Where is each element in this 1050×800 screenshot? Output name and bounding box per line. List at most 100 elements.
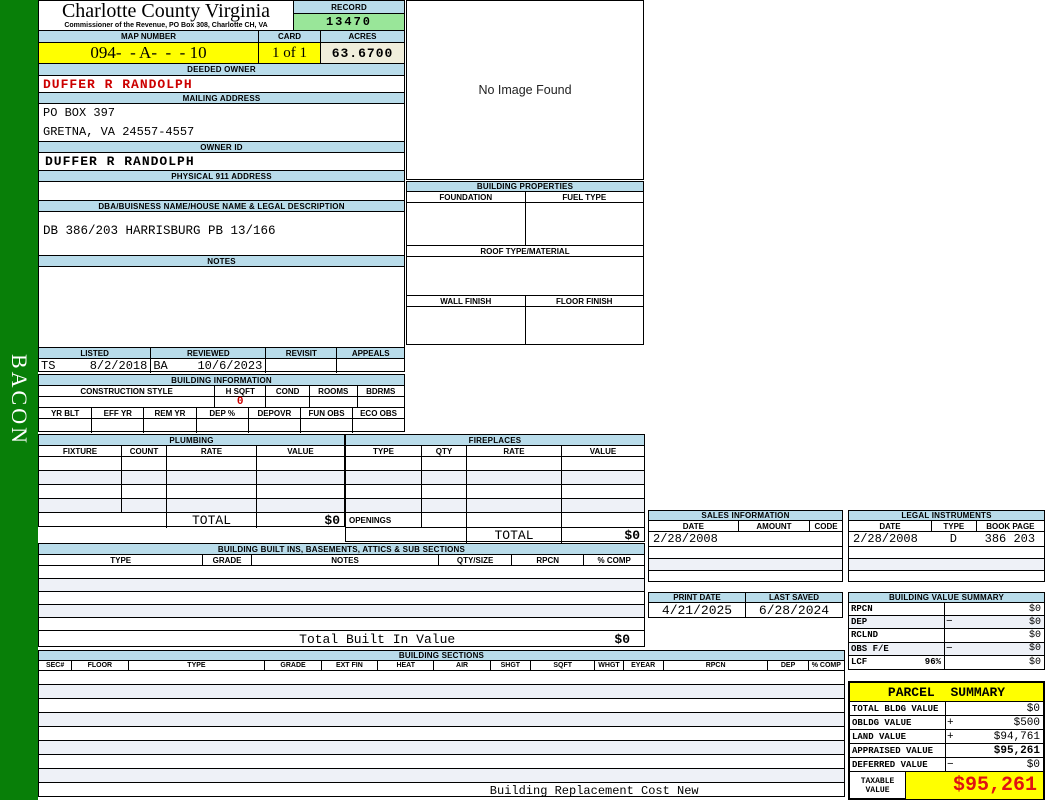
ps-sign bbox=[945, 702, 959, 715]
empty-row bbox=[39, 685, 844, 699]
type-col: TYPE bbox=[110, 555, 132, 565]
map-number-label: MAP NUMBER bbox=[121, 32, 176, 41]
instrument-type: D bbox=[949, 532, 957, 546]
fixture-col: FIXTURE bbox=[62, 446, 98, 456]
print-date-value: 4/21/2025 bbox=[661, 602, 733, 618]
appeals-value bbox=[336, 359, 404, 373]
date-col: DATE bbox=[682, 521, 704, 531]
taxable-value-label: TAXABLE VALUE bbox=[850, 772, 906, 799]
dep-col: DEP bbox=[767, 661, 807, 670]
ps-label: LAND VALUE bbox=[852, 731, 907, 742]
roof-type-label: ROOF TYPE/MATERIAL bbox=[480, 246, 570, 256]
plumbing-column-headers: FIXTURE COUNT RATE VALUE bbox=[39, 446, 344, 457]
mailing-address-value: PO BOX 397 GRETNA, VA 24557-4557 bbox=[39, 104, 404, 142]
qty-col: QTY bbox=[421, 446, 466, 456]
cond-label: COND bbox=[265, 386, 309, 396]
roof-value bbox=[407, 257, 643, 296]
fuel-type-value bbox=[524, 203, 644, 245]
bvs-title: BUILDING VALUE SUMMARY bbox=[849, 593, 1044, 603]
bvs-value: $0 bbox=[1028, 643, 1041, 655]
card-label: CARD bbox=[258, 31, 320, 42]
dates-values: 4/21/2025 6/28/2024 bbox=[649, 602, 842, 618]
plumbing-table: PLUMBING FIXTURE COUNT RATE VALUE bbox=[38, 434, 345, 528]
ecoobs-label: ECO OBS bbox=[352, 408, 404, 418]
ps-row-land: LAND VALUE + $94,761 bbox=[850, 730, 1043, 744]
ps-value: $94,761 bbox=[993, 730, 1040, 743]
bvs-row-dep: DEP − $0 bbox=[849, 616, 1044, 630]
dates-panel: PRINT DATE LAST SAVED 4/21/2025 6/28/202… bbox=[648, 592, 843, 618]
bvs-label: OBS F/E bbox=[851, 643, 889, 654]
value-col: VALUE bbox=[561, 446, 644, 456]
foundation-fuel-values bbox=[407, 203, 643, 246]
acres-label: ACRES bbox=[320, 31, 404, 42]
cond-value bbox=[265, 397, 309, 407]
parcel-summary-title: PARCEL SUMMARY bbox=[850, 683, 1043, 702]
heat-col: HEAT bbox=[377, 661, 433, 670]
count-col: COUNT bbox=[121, 446, 166, 456]
legal-description-label: DBA/BUISNESS NAME/HOUSE NAME & LEGAL DES… bbox=[39, 201, 404, 212]
yrblt-value bbox=[39, 419, 91, 433]
sale-date: 2/28/2008 bbox=[653, 532, 718, 546]
building-sections-footer: Building Replacement Cost New bbox=[39, 783, 844, 798]
ps-row-total-bldg: TOTAL BLDG VALUE $0 bbox=[850, 702, 1043, 716]
bvs-label: LCF bbox=[851, 657, 868, 668]
rate-col: RATE bbox=[466, 446, 561, 456]
yrblt-label: YR BLT bbox=[50, 408, 80, 418]
foundation-fuel-labels: FOUNDATION FUEL TYPE bbox=[407, 192, 643, 203]
code-col: CODE bbox=[809, 521, 842, 531]
fireplaces-rows bbox=[346, 457, 644, 513]
bvs-row-obs: OBS F/E − $0 bbox=[849, 642, 1044, 656]
effyr-value bbox=[91, 419, 143, 433]
district-label: BACON bbox=[7, 353, 32, 446]
empty-row bbox=[39, 566, 644, 579]
built-ins-total-value: $0 bbox=[614, 631, 630, 647]
construction-style-label: CONSTRUCTION STYLE bbox=[80, 386, 173, 396]
empty-row bbox=[849, 547, 1044, 559]
wall-finish-label: WALL FINISH bbox=[440, 296, 492, 306]
type-col: TYPE bbox=[373, 446, 394, 456]
empty-row bbox=[849, 571, 1044, 583]
dep-label: DEP % bbox=[195, 408, 248, 418]
comp-col: % COMP bbox=[583, 555, 644, 565]
building-information-panel: BUILDING INFORMATION CONSTRUCTION STYLE … bbox=[38, 374, 405, 433]
bdrms-value bbox=[356, 397, 404, 407]
empty-row bbox=[39, 471, 344, 485]
sqft-col: SQFT bbox=[530, 661, 594, 670]
ps-label: OBLDG VALUE bbox=[852, 717, 912, 728]
plumbing-total-label: TOTAL bbox=[166, 513, 256, 528]
ps-label: DEFERRED VALUE bbox=[852, 759, 928, 770]
legal-instruments-table: LEGAL INSTRUMENTS DATE TYPE BOOK PAGE 2/… bbox=[848, 510, 1045, 582]
rpcn-col: RPCN bbox=[510, 555, 584, 565]
grade-col: GRADE bbox=[264, 661, 320, 670]
empty-row bbox=[39, 713, 844, 727]
foundation-value bbox=[407, 203, 525, 245]
empty-row bbox=[39, 769, 844, 783]
empty-row bbox=[346, 471, 644, 485]
no-image-text: No Image Found bbox=[478, 83, 572, 97]
building-sections-column-headers: SEC# FLOOR TYPE GRADE EXT FIN HEAT AIR S… bbox=[39, 661, 844, 671]
bvs-rows: RPCN $0 DEP − $0 RCLND $0 OBS F/E − $0 L… bbox=[849, 603, 1044, 669]
eyear-col: EYEAR bbox=[622, 661, 663, 670]
legal-description-value: DB 386/203 HARRISBURG PB 13/166 bbox=[39, 212, 404, 256]
reviewed-value: BA 10/6/2023 bbox=[150, 359, 265, 373]
openings-label: OPENINGS bbox=[349, 515, 392, 525]
ps-value: $0 bbox=[1026, 758, 1040, 771]
empty-row bbox=[39, 485, 344, 499]
empty-row bbox=[39, 499, 344, 513]
depovr-label: DEPOVR bbox=[247, 408, 300, 418]
rpcn-col: RPCN bbox=[662, 661, 768, 670]
fireplaces-total-row: TOTAL $0 bbox=[346, 528, 644, 543]
funobs-value bbox=[299, 419, 352, 433]
reviewed-label: REVIEWED bbox=[150, 348, 265, 358]
empty-row bbox=[39, 457, 344, 471]
taxable-label-line2: VALUE bbox=[865, 785, 890, 795]
bvs-label: DEP bbox=[851, 617, 868, 628]
bvs-extra: 96% bbox=[924, 657, 941, 668]
building-info-value-row2 bbox=[39, 419, 404, 433]
empty-row bbox=[649, 571, 842, 583]
instrument-date: 2/28/2008 bbox=[853, 532, 918, 546]
empty-row bbox=[39, 592, 644, 605]
floor-finish-label: FLOOR FINISH bbox=[524, 296, 644, 306]
empty-row bbox=[39, 699, 844, 713]
built-ins-table: BUILDING BUILT INS, BASEMENTS, ATTICS & … bbox=[38, 543, 645, 647]
